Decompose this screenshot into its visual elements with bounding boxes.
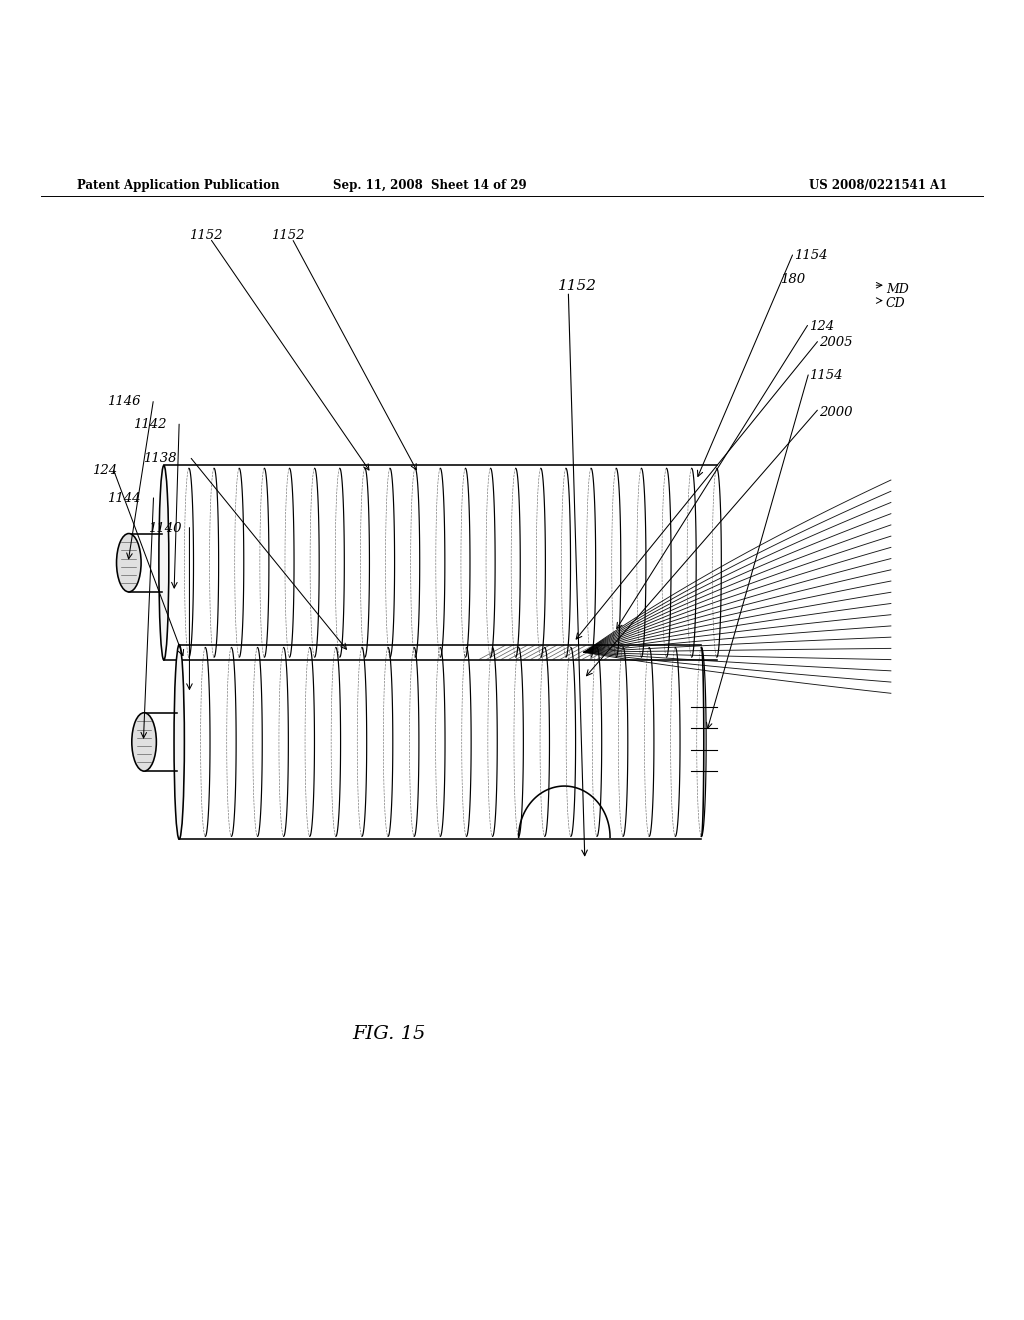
- Text: Sep. 11, 2008  Sheet 14 of 29: Sep. 11, 2008 Sheet 14 of 29: [333, 180, 527, 193]
- Text: 124: 124: [92, 465, 118, 477]
- Text: 1146: 1146: [108, 396, 141, 408]
- Text: 1154: 1154: [809, 368, 843, 381]
- Text: 1154: 1154: [794, 249, 827, 261]
- Ellipse shape: [159, 466, 169, 660]
- Text: 1142: 1142: [133, 418, 167, 430]
- Text: MD: MD: [886, 282, 908, 296]
- Ellipse shape: [132, 713, 157, 771]
- Text: Patent Application Publication: Patent Application Publication: [77, 180, 280, 193]
- Text: FIG. 15: FIG. 15: [352, 1024, 426, 1043]
- Text: 1152: 1152: [189, 228, 223, 242]
- Text: 2005: 2005: [819, 337, 853, 348]
- Text: 2000: 2000: [819, 405, 853, 418]
- Ellipse shape: [174, 644, 184, 840]
- Text: 1152: 1152: [558, 280, 597, 293]
- Text: 1144: 1144: [108, 492, 141, 504]
- Text: 180: 180: [780, 272, 806, 285]
- Text: US 2008/0221541 A1: US 2008/0221541 A1: [809, 180, 947, 193]
- Text: CD: CD: [886, 297, 905, 310]
- Text: 1152: 1152: [271, 228, 305, 242]
- Text: 1140: 1140: [148, 523, 182, 536]
- Ellipse shape: [117, 533, 141, 591]
- Text: 1138: 1138: [143, 451, 177, 465]
- Text: 124: 124: [809, 319, 835, 333]
